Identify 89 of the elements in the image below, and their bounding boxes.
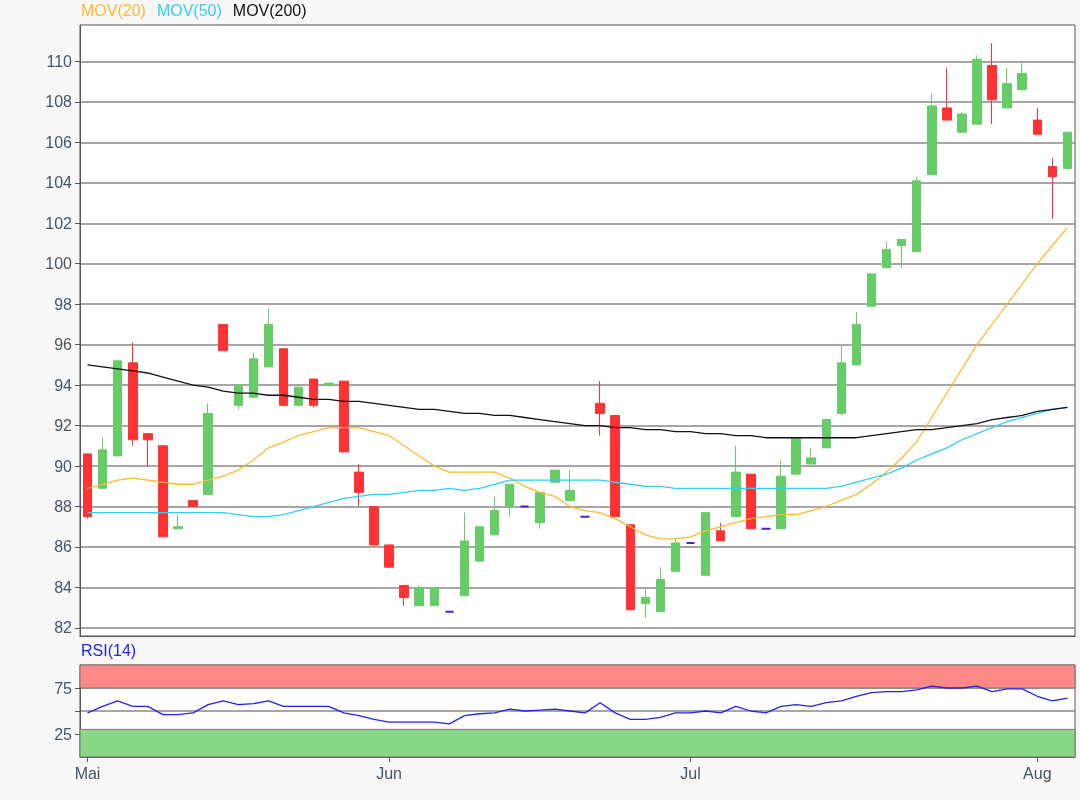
candlestick	[1048, 158, 1057, 220]
candlestick	[83, 453, 92, 520]
candlestick	[610, 414, 620, 518]
candlestick	[294, 386, 303, 406]
text: MOV(200)	[232, 1, 307, 19]
candlestick	[188, 499, 198, 508]
y-tick-label: 96	[54, 336, 73, 354]
candlestick	[535, 491, 545, 530]
candlestick	[128, 342, 138, 447]
candlestick	[791, 437, 801, 475]
candlestick	[837, 344, 846, 416]
candlestick	[234, 384, 243, 410]
candlestick	[595, 380, 605, 437]
text: MOV(20)	[81, 1, 146, 19]
candlestick	[716, 522, 725, 542]
candlestick	[957, 111, 967, 133]
candlestick	[399, 584, 409, 607]
candlestick	[203, 402, 213, 495]
candlestick	[264, 307, 273, 368]
candlestick	[1033, 107, 1042, 135]
candlestick	[113, 360, 122, 457]
candlestick	[369, 506, 379, 546]
y-tick-label: 104	[45, 174, 73, 192]
y-tick-label: 110	[46, 52, 73, 70]
text: MOV(50)	[156, 1, 222, 19]
candlestick	[656, 566, 665, 613]
candlestick	[927, 93, 937, 176]
y-tick-label: 106	[45, 133, 73, 151]
candlestick	[309, 378, 318, 408]
candlestick	[505, 483, 514, 518]
candlestick	[882, 240, 891, 269]
y-tick-label: 82	[54, 619, 73, 637]
candlestick	[897, 238, 906, 269]
x-tick-label: Jul	[680, 764, 701, 782]
candlestick	[565, 469, 575, 501]
candlestick	[550, 469, 560, 483]
x-tick-label: Jun	[376, 764, 402, 782]
candlestick	[279, 348, 288, 406]
x-tick-label: Mai	[74, 764, 101, 782]
y-tick-label: 94	[54, 376, 73, 394]
candlestick	[972, 54, 982, 125]
y-tick-label: 102	[45, 214, 73, 232]
y-tick-label: 88	[54, 498, 73, 516]
y-tick-label: 98	[54, 295, 73, 313]
candlestick	[490, 495, 499, 536]
text: RSI(14)	[81, 641, 137, 659]
y-tick-label: 90	[54, 457, 73, 475]
candlestick	[173, 514, 183, 530]
y-tick-label: 100	[45, 255, 73, 273]
x-tick-label: Aug	[1023, 764, 1052, 782]
line-series	[86, 226, 1069, 540]
line-series	[86, 364, 1069, 439]
candlestick	[384, 544, 394, 568]
candlestick	[354, 463, 364, 508]
candlestick	[1017, 62, 1027, 91]
candlestick	[776, 459, 786, 530]
candlestick	[746, 473, 756, 530]
candlestick	[430, 586, 439, 607]
candlestick	[852, 311, 861, 366]
candlestick	[460, 512, 469, 597]
y-tick-label: 108	[45, 93, 73, 111]
candlestick	[414, 584, 424, 607]
candlestick	[626, 524, 635, 611]
candlestick	[987, 42, 997, 125]
candlestick	[158, 445, 168, 538]
candlestick	[641, 588, 650, 619]
y-tick-label: 25	[54, 725, 73, 743]
candlestick	[1002, 66, 1012, 109]
y-tick-label: 75	[54, 679, 73, 697]
candlestick	[701, 512, 710, 576]
candlestick	[822, 419, 831, 449]
line-series	[86, 685, 1069, 725]
candlestick	[867, 273, 876, 307]
candlestick	[1063, 131, 1072, 170]
candlestick	[671, 538, 680, 572]
y-tick-label: 86	[54, 538, 73, 556]
candlestick	[98, 437, 107, 489]
candlestick	[324, 382, 334, 386]
y-tick-label: 92	[54, 417, 73, 435]
candlestick	[731, 445, 741, 518]
candlestick	[912, 176, 921, 253]
candlestick	[339, 380, 349, 453]
candlestick	[249, 352, 258, 398]
y-tick-label: 84	[54, 578, 73, 596]
candlestick	[143, 433, 153, 467]
candlestick	[942, 66, 952, 121]
candlestick	[218, 323, 228, 352]
candlestick	[806, 447, 816, 465]
candlestick	[475, 526, 484, 562]
